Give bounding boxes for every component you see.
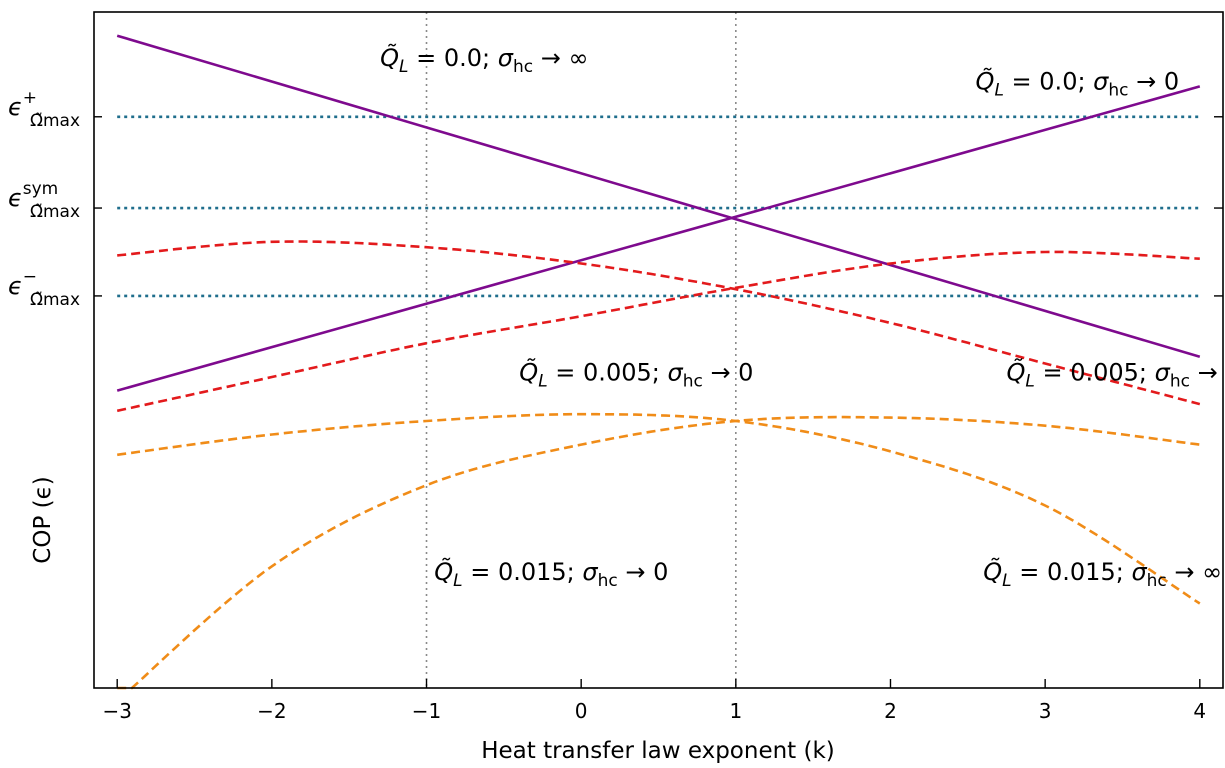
annotation-5: Q̃L = 0.015; σhc → ∞ [983,557,1222,590]
series-line-4 [117,412,1201,605]
curve-annotations: Q̃L = 0.0; σhc → ∞ Q̃L = 0.0; σhc → 0 Q̃L … [380,44,1225,591]
x-axis-ticks: −3 −2 −1 0 1 2 3 4 [102,679,1206,723]
x-axis-label: Heat transfer law exponent (k) [481,738,835,764]
x-tick-label: −1 [412,699,441,723]
series-line-3 [116,250,1200,413]
right-axis-ticks [94,116,1223,297]
annotation-2: Q̃L = 0.005; σhc → 0 [519,358,753,391]
x-tick-label: 0 [575,699,588,723]
reference-vertical-lines [425,12,737,688]
y-axis-label: COP (ϵ) [30,476,56,563]
epsilon-label-eps_sym: ϵsym Ω̃max [8,179,80,222]
series-line-1 [116,85,1201,392]
x-tick-label: 1 [729,699,742,723]
series-lines [116,34,1201,690]
x-tick-label: −2 [257,699,286,723]
series-line-0 [116,34,1201,359]
annotation-1: Q̃L = 0.0; σhc → 0 [976,67,1180,100]
reference-horizontal-lines [117,115,1200,298]
plot-frame [93,11,1224,689]
x-tick-label: 4 [1193,699,1206,723]
epsilon-labels: ϵ+ Ω̃max ϵsym Ω̃max ϵ− Ω̃max [8,88,80,310]
annotation-4: Q̃L = 0.015; σhc → 0 [434,557,668,590]
annotation-3: Q̃L = 0.005; σhc → ∞ [1006,358,1225,391]
series-line-5 [117,415,1200,690]
epsilon-label-eps_plus: ϵ+ Ω̃max [8,88,80,131]
series-line-2 [117,240,1201,406]
epsilon-label-eps_minus: ϵ− Ω̃max [8,267,80,310]
x-tick-label: −3 [102,699,131,723]
x-tick-label: 2 [884,699,897,723]
annotation-0: Q̃L = 0.0; σhc → ∞ [380,44,588,77]
x-tick-label: 3 [1039,699,1052,723]
